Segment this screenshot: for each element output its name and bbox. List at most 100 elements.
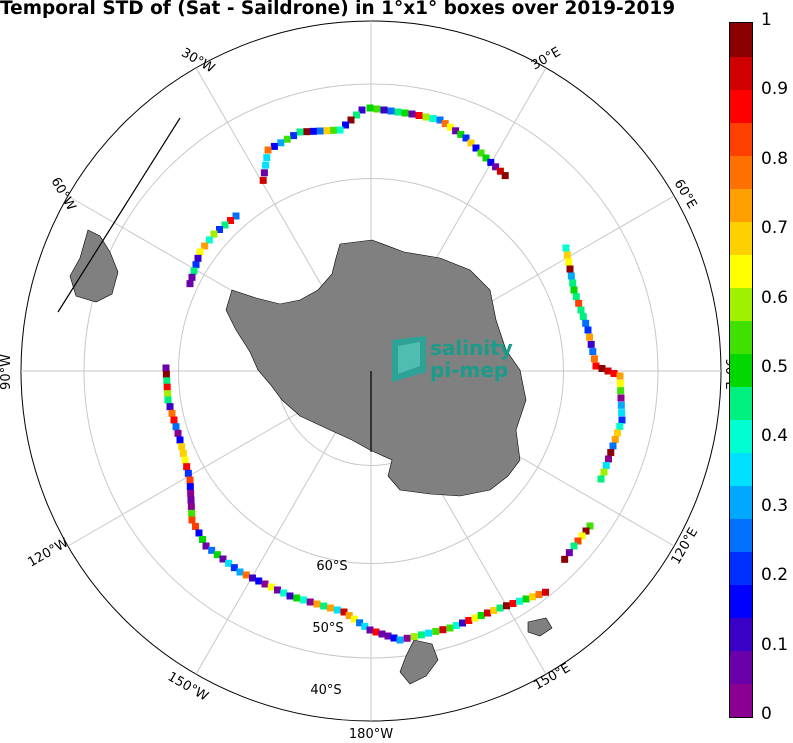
std-box: [340, 608, 348, 616]
colorbar-segment: [730, 683, 752, 718]
std-box: [467, 139, 475, 147]
std-box: [618, 416, 626, 424]
std-box: [262, 161, 270, 169]
std-box: [356, 619, 364, 627]
std-box: [487, 158, 495, 166]
std-box: [178, 443, 186, 451]
antarctica-landmass: [57, 117, 553, 685]
std-box: [616, 372, 624, 380]
std-box: [242, 571, 250, 579]
colorbar-segment: [730, 254, 752, 288]
std-box: [446, 123, 454, 131]
colorbar-segment: [730, 617, 752, 652]
std-box: [183, 463, 191, 471]
longitude-label-lon-150e: 150°E: [531, 661, 573, 694]
std-box: [403, 634, 411, 642]
std-box: [201, 242, 209, 250]
std-box: [210, 230, 218, 238]
std-box: [277, 139, 285, 147]
std-box: [410, 633, 418, 641]
std-box: [501, 172, 509, 180]
std-box: [582, 527, 590, 535]
colorbar-tick-label: 0.1: [761, 634, 789, 655]
std-box: [366, 626, 374, 634]
std-box: [586, 333, 594, 341]
std-box: [617, 387, 625, 395]
std-box: [429, 115, 437, 122]
std-box: [353, 111, 360, 119]
std-box: [373, 105, 381, 113]
south-america-tip: [69, 229, 119, 303]
std-box: [249, 574, 256, 582]
std-box: [350, 615, 358, 623]
std-box: [436, 116, 444, 124]
colorbar-tick-label: 0.5: [761, 357, 789, 377]
std-box: [609, 442, 617, 450]
std-box: [329, 126, 337, 134]
std-box: [578, 532, 586, 540]
std-box: [535, 591, 543, 598]
std-box: [441, 120, 449, 128]
std-box: [208, 546, 216, 554]
colorbar-tick-label: 0.4: [761, 426, 789, 447]
colorbar-tick-label: 0.3: [761, 495, 789, 516]
std-box: [166, 403, 174, 411]
std-box: [219, 555, 227, 563]
std-box: [575, 299, 583, 307]
std-box: [168, 409, 176, 417]
std-box: [607, 449, 615, 456]
std-box: [227, 217, 234, 224]
std-box: [567, 272, 575, 280]
colorbar-tick-label: 1: [761, 10, 772, 30]
colorbar-segment: [730, 56, 752, 90]
colorbar-segment: [730, 320, 752, 354]
std-box: [425, 629, 433, 637]
std-box: [570, 286, 578, 294]
std-box: [509, 600, 517, 607]
std-box: [358, 106, 366, 114]
std-box: [163, 377, 171, 385]
latitude-label-lat-40s: 40°S: [310, 683, 341, 698]
std-box: [482, 154, 490, 162]
colorbar-segment: [730, 419, 752, 454]
std-box: [439, 626, 447, 634]
longitude-label-lon-60e: 60°E: [671, 177, 700, 212]
std-box: [457, 130, 465, 138]
std-box: [459, 619, 466, 627]
std-box: [590, 355, 598, 363]
std-box: [345, 612, 353, 620]
std-box: [216, 226, 223, 233]
std-box: [446, 624, 454, 632]
std-box: [186, 483, 194, 491]
std-box: [221, 221, 229, 229]
std-box: [574, 537, 582, 545]
std-box: [417, 631, 425, 639]
std-box: [342, 121, 349, 129]
std-box: [477, 149, 485, 157]
colorbar-tick-label: 0.8: [761, 148, 789, 169]
std-box: [496, 167, 504, 175]
std-box: [162, 370, 170, 378]
std-box: [296, 128, 304, 136]
colorbar-segment: [730, 287, 752, 321]
std-box: [563, 251, 571, 259]
std-box: [186, 280, 194, 288]
std-box: [232, 212, 240, 220]
std-box: [616, 423, 624, 430]
std-box: [164, 390, 172, 398]
colorbar-segment: [730, 221, 752, 255]
colorbar-tick-label: 0.7: [761, 218, 789, 239]
antarctica: [225, 239, 527, 497]
std-box: [387, 107, 395, 115]
colorbar-segment: [730, 452, 752, 487]
std-box: [347, 116, 355, 124]
std-box: [602, 462, 610, 469]
std-box: [618, 409, 626, 417]
std-box: [566, 265, 574, 273]
colorbar: [729, 22, 753, 718]
std-box: [230, 564, 238, 572]
colorbar-tick-label: 0: [761, 704, 772, 724]
std-box: [604, 367, 612, 375]
std-box: [313, 600, 321, 608]
